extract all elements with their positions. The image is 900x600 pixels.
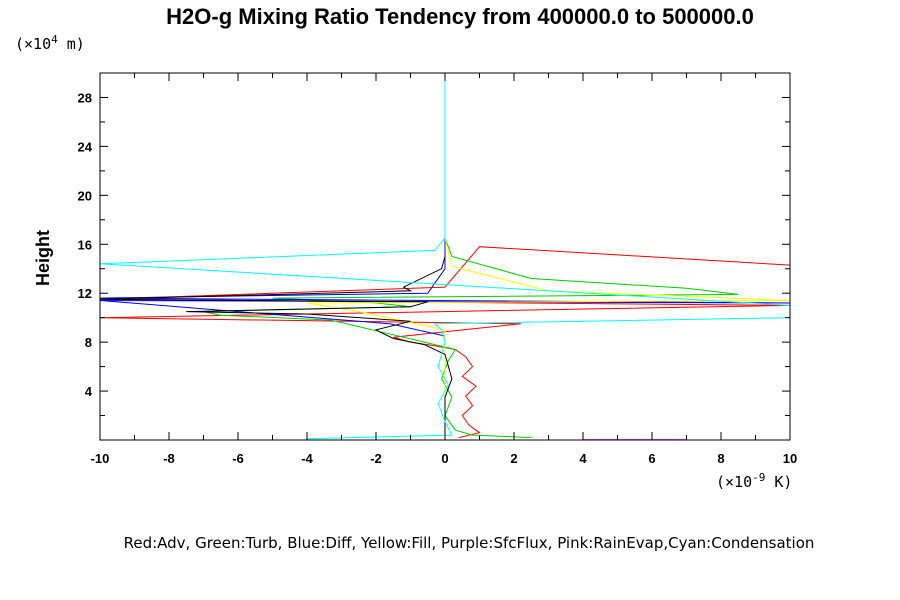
y-tick-label: 16 <box>78 237 92 252</box>
series-layer <box>100 73 790 440</box>
x-tick-label: 10 <box>783 451 797 466</box>
legend-text: Red:Adv, Green:Turb, Blue:Diff, Yellow:F… <box>124 534 815 552</box>
y-tick-labels: 4 8 12 16 20 24 28 <box>78 90 93 399</box>
y-axis-label: Height <box>33 230 53 286</box>
x-tick-label: 2 <box>510 451 517 466</box>
series-line-3 <box>306 237 790 439</box>
y-tick-label: 20 <box>78 188 92 203</box>
x-tick-label: 6 <box>648 451 655 466</box>
y-tick-label: 4 <box>85 384 93 399</box>
chart-title: H2O-g Mixing Ratio Tendency from 400000.… <box>166 4 754 29</box>
y-tick-label: 12 <box>78 286 92 301</box>
x-tick-label: -8 <box>163 451 175 466</box>
x-unit-label: (×10-9 K) <box>716 471 792 491</box>
series-line-4 <box>100 256 453 438</box>
x-tick-labels: -10 -8 -6 -4 -2 0 2 4 6 8 10 <box>91 451 798 466</box>
y-unit-label: (×104 m) <box>15 33 85 53</box>
y-tick-label: 28 <box>78 90 92 105</box>
y-tick-label: 24 <box>78 139 93 154</box>
x-tick-label: -2 <box>370 451 382 466</box>
x-tick-label: 0 <box>441 451 448 466</box>
x-tick-label: -10 <box>91 451 110 466</box>
tick-layer <box>99 73 791 440</box>
x-tick-label: 8 <box>717 451 724 466</box>
series-line-5 <box>100 73 790 440</box>
x-tick-label: 4 <box>579 451 587 466</box>
x-tick-label: -4 <box>301 451 313 466</box>
y-tick-label: 8 <box>85 335 92 350</box>
series-line-1 <box>203 237 739 439</box>
x-tick-label: -6 <box>232 451 244 466</box>
